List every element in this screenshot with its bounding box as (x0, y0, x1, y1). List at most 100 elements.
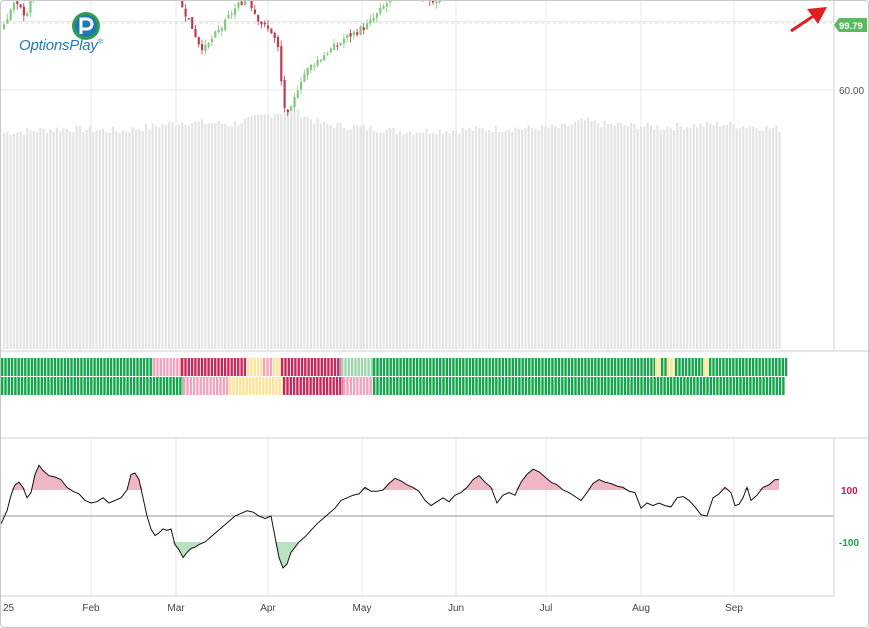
candle-up (372, 18, 375, 21)
ribbon-cell (684, 358, 688, 376)
ribbon-cell (322, 377, 325, 395)
ribbon-cell (580, 358, 584, 376)
ribbon-cell (181, 358, 184, 376)
ribbon-cell (765, 358, 768, 376)
candle-up (303, 73, 306, 82)
volume-bar (300, 118, 303, 349)
volume-bar (88, 126, 91, 349)
ribbon-cell (758, 358, 761, 376)
volume-bar (649, 125, 652, 349)
ribbon-cell (465, 358, 468, 376)
ribbon-cell (574, 377, 577, 395)
ribbon-cell (166, 377, 169, 395)
ribbon-cell (567, 377, 571, 395)
ribbon-cell (425, 358, 429, 376)
volume-bar (313, 123, 316, 350)
volume-bar (432, 133, 435, 349)
arrow-shaft (790, 13, 816, 33)
volume-bar (250, 115, 253, 349)
volume-bar (62, 128, 65, 349)
ribbon-cell (67, 377, 70, 395)
ribbon-cell (367, 358, 370, 376)
ribbon-cell (590, 377, 594, 395)
volume-bar (217, 120, 220, 349)
volume-bar (382, 133, 385, 349)
ribbon-cell (521, 358, 524, 376)
ribbon-cell (364, 358, 367, 376)
ribbon-cell (126, 358, 129, 376)
ribbon-cell (415, 377, 419, 395)
ribbon-cell (547, 377, 551, 395)
volume-bar (603, 120, 606, 349)
candle-up (346, 34, 349, 39)
ribbon-cell (782, 377, 785, 395)
candle-down (276, 36, 280, 48)
candle-down (194, 28, 197, 38)
candle-down (286, 109, 289, 113)
ribbon-cell (76, 358, 80, 376)
candle-up (316, 60, 319, 66)
ribbon-cell (422, 358, 425, 376)
ribbon-cell (113, 358, 116, 376)
volume-bar (85, 129, 88, 349)
ribbon-cell (703, 377, 706, 395)
volume-bar (597, 123, 600, 349)
ribbon-cell (688, 358, 691, 376)
ribbon-cell (716, 377, 719, 395)
ribbon-cell (139, 377, 142, 395)
volume-bar (762, 130, 765, 349)
volume-bar (725, 124, 728, 349)
volume-bar (441, 133, 445, 349)
ribbon-cell (432, 377, 435, 395)
ribbon-cell (389, 377, 392, 395)
ribbon-cell (119, 358, 123, 376)
volume-bar (333, 127, 336, 349)
candle-up (290, 106, 293, 111)
volume-bar (319, 123, 322, 350)
volume-bar (352, 125, 355, 349)
ribbon-cell (93, 358, 96, 376)
ribbon-cell (531, 377, 534, 395)
volume-bar (712, 125, 715, 349)
ribbon-cell (472, 358, 475, 376)
ribbon-cell (771, 358, 775, 376)
ribbon-cell (323, 358, 327, 376)
ribbon-cell (330, 358, 333, 376)
candle-down (191, 17, 194, 29)
ribbon-cell (10, 377, 14, 395)
ribbon-cell (96, 377, 100, 395)
ribbon-cell (116, 377, 119, 395)
volume-bar (415, 132, 418, 349)
volume-bar (121, 130, 124, 349)
volume-bar (240, 123, 243, 349)
ribbon-cell (192, 377, 196, 395)
ribbon-cell (475, 358, 478, 376)
ribbon-cell (70, 377, 73, 395)
ribbon-cell (379, 358, 382, 376)
volume-bar (220, 123, 223, 350)
volume-bar (260, 114, 263, 349)
volume-bar (755, 128, 758, 349)
ribbon-cell (541, 377, 544, 395)
ribbon-cell (373, 377, 376, 395)
ribbon-cell (162, 377, 166, 395)
volume-bar (95, 130, 98, 349)
ribbon-cell (100, 358, 103, 376)
candle-down (432, 1, 435, 3)
volume-bar (577, 120, 580, 349)
ribbon-cell (376, 358, 379, 376)
volume-bar (405, 132, 408, 349)
ribbon-cell (718, 358, 722, 376)
ribbon-cell (739, 377, 742, 395)
ribbon-cell (678, 358, 681, 376)
volume-bar (775, 125, 778, 349)
volume-bar (286, 109, 289, 349)
ribbon-cell (722, 358, 725, 376)
cci-overbought-label: 100 (841, 486, 858, 497)
ribbon-cell (415, 358, 419, 376)
volume-bar (144, 123, 148, 349)
ribbon-cell (289, 377, 292, 395)
ribbon-cell (60, 377, 63, 395)
volume-bar (613, 125, 616, 349)
candle-up (369, 19, 372, 24)
